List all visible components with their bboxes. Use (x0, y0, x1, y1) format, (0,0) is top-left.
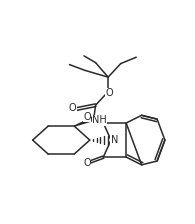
Text: O: O (83, 112, 91, 122)
Polygon shape (74, 118, 93, 126)
Text: O: O (106, 88, 113, 98)
Text: N: N (111, 135, 118, 145)
Text: O: O (69, 103, 76, 113)
Text: NH: NH (92, 115, 107, 125)
Text: O: O (83, 158, 91, 168)
